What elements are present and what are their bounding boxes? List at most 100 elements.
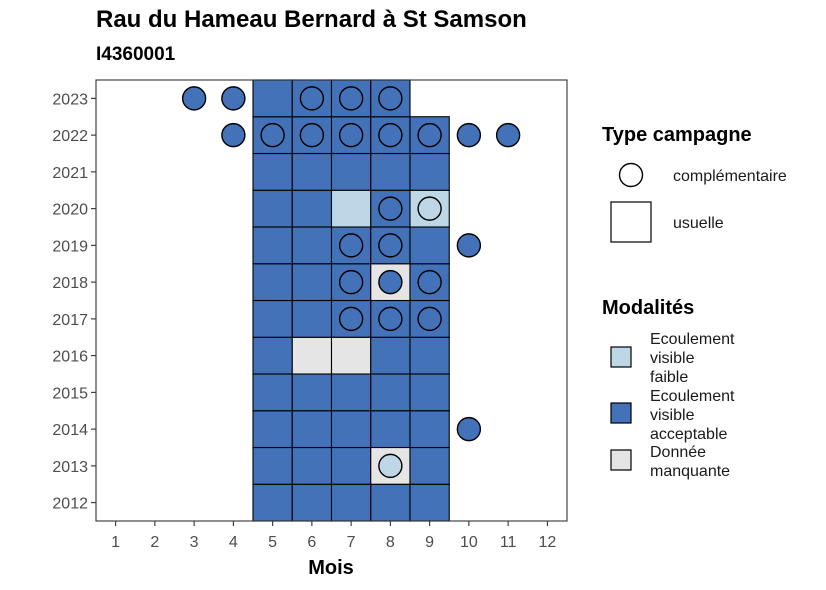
tile-2021-5 [252,152,293,191]
tile-2023-5 [252,79,293,118]
legend-modalite-key [610,449,632,471]
tile-2019-5 [252,226,293,265]
y-tick-label: 2014 [52,422,88,439]
legend-modalite-label-line: Ecoulement [650,388,735,405]
legend-campaign-title: Type campagne [602,124,752,146]
chart-title: Rau du Hameau Bernard à St Samson [96,6,527,33]
point-2019-8 [378,233,403,258]
tile-2014-7 [330,410,372,449]
tile-2015-9 [409,373,450,412]
tile-2015-5 [252,373,293,412]
x-tick-label: 11 [500,534,517,551]
point-2019-7 [338,233,364,258]
chart-subtitle: I4360001 [96,44,176,65]
tile-2016-7 [330,336,372,375]
legend-campaign-label: complémentaire [673,168,787,185]
legend-modalite-label-line: visible [650,407,695,424]
y-tick-label: 2018 [52,275,88,292]
point-2023-7 [338,86,364,111]
tile-2019-9 [409,226,450,265]
y-tick-label: 2012 [52,496,88,513]
axes: 1 2 3 4 5 6 7 8 9 10 11 122012201320142015201620172… [52,79,568,551]
point-2022-6 [299,122,325,148]
point-2020-9 [417,196,442,221]
point-2014-10 [456,416,482,442]
point-2022-10 [456,122,482,148]
x-tick-label: 12 [538,534,556,551]
tile-2014-9 [409,410,450,449]
point-2017-9 [417,306,442,332]
plot-area [96,79,567,522]
legend-modalite-label: Donnée manquante [650,444,730,480]
y-tick-label: 2023 [52,91,88,108]
tile-2015-8 [370,373,411,412]
tile-2016-6 [291,336,333,375]
y-tick-label: 2017 [52,312,88,329]
tile-2021-7 [330,152,372,191]
panel-border [95,79,568,522]
tile-2014-6 [291,410,333,449]
x-tick-label: 10 [460,534,478,551]
legend-modalite-label: Ecoulement visible acceptable [650,388,735,443]
point-2023-4 [221,86,246,111]
legend-key-circle [618,162,644,188]
tile-2016-9 [409,336,450,375]
point-2018-7 [338,269,364,295]
legend-modalite-key [610,346,632,368]
tile-2018-5 [252,263,293,302]
y-tick-label: 2015 [52,385,88,402]
y-tick-label: 2020 [52,202,88,219]
tile-2020-6 [291,189,333,228]
legend-modalite-label-line: faible [650,369,688,386]
tile-2012-7 [330,483,372,522]
tile-2016-8 [370,336,411,375]
legend-key-square [610,201,652,243]
x-tick-label: 3 [190,534,199,551]
point-2018-9 [417,269,442,295]
point-2023-8 [378,86,403,111]
y-tick-label: 2016 [52,349,88,366]
legend-modalite-label-line: acceptable [650,426,727,443]
tile-2012-5 [252,483,293,522]
tile-2014-5 [252,410,293,449]
point-2022-5 [260,122,285,148]
point-2022-11 [495,122,521,148]
legend-modalite-label-line: Ecoulement [650,331,735,348]
tile-2021-9 [409,152,450,191]
point-2013-8 [378,453,403,479]
point-2019-10 [456,233,482,258]
tile-2012-8 [370,483,411,522]
legend-modalite-label-line: manquante [650,463,730,480]
tile-2012-9 [409,483,450,522]
tile-2020-5 [252,189,293,228]
x-tick-label: 7 [347,534,356,551]
point-2017-8 [378,306,403,332]
legend-modalites-title: Modalités [602,297,694,319]
y-tick-label: 2013 [52,459,88,476]
point-2023-3 [181,86,207,111]
tile-2013-5 [252,446,293,485]
legend-campaign-label: usuelle [673,215,724,232]
tile-2018-6 [291,263,333,302]
tile-2020-7 [330,189,372,228]
x-tick-label: 5 [268,534,277,551]
tile-2015-7 [330,373,372,412]
tile-2019-6 [291,226,333,265]
tile-2022-9 [409,116,450,155]
tile-2017-6 [291,299,333,338]
point-2017-7 [338,306,364,332]
x-tick-label: 6 [307,534,316,551]
tile-2016-5 [252,336,293,375]
point-2023-6 [299,86,325,111]
y-tick-label: 2021 [52,165,88,182]
point-2018-8 [378,269,403,295]
tile-2014-8 [370,410,411,449]
tile-2013-9 [409,446,450,485]
tile-2021-6 [291,152,333,191]
point-2022-4 [221,122,246,148]
tile-2013-7 [330,446,372,485]
x-tick-label: 2 [150,534,159,551]
legend-modalite-label: Ecoulement visible faible [650,331,735,386]
x-tick-label: 9 [425,534,434,551]
